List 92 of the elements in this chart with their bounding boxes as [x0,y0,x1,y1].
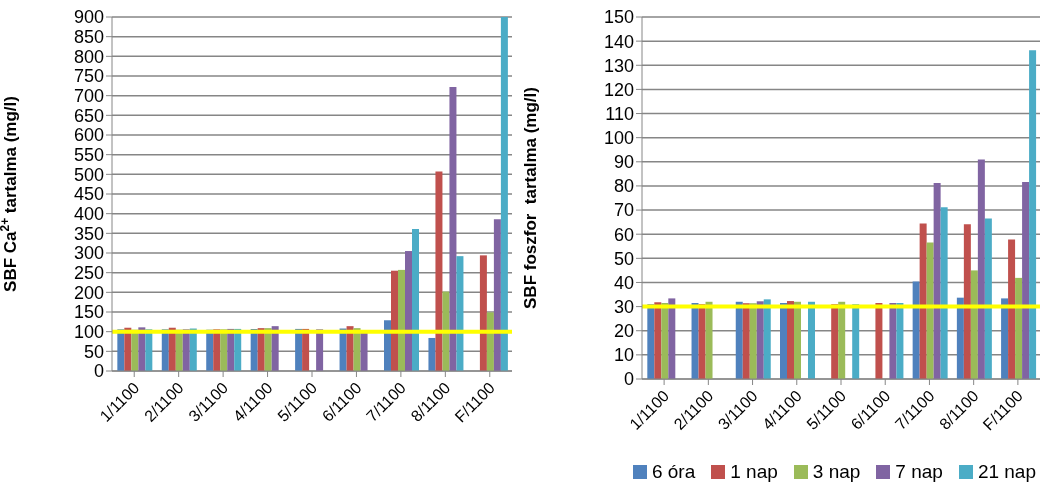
y-tick-label: 150 [73,302,104,323]
legend-label: 3 nap [812,461,861,483]
y-tick-label: 90 [613,152,634,173]
bar [435,171,443,371]
bar [838,301,846,379]
bar [963,224,971,379]
y-tick-label: 50 [83,341,104,362]
bar [449,87,457,371]
y-tick-label: 750 [73,66,104,87]
bar [875,302,883,379]
bar [384,320,391,371]
bar [1022,182,1030,379]
bar [668,298,676,379]
bar [735,301,743,379]
bar [661,302,669,379]
bar [940,207,948,379]
bar [1015,277,1023,379]
y-tick-label: 30 [613,296,634,317]
bar [970,270,978,379]
y-tick-label: 100 [73,322,104,343]
y-tick-label: 70 [613,200,634,221]
bar [852,304,860,379]
y-axis-title: SBF foszfor tartalma (mg/l) [521,87,540,309]
bar [698,304,706,379]
y-tick-label: 0 [93,361,104,382]
bar [889,302,897,379]
bar [428,337,436,371]
bar [1001,298,1009,379]
bar [926,242,934,379]
y-tick-label: 100 [603,128,634,149]
bar [691,302,699,379]
bar [705,301,713,379]
bar [977,159,985,379]
legend-label: 7 nap [895,461,943,483]
bar [486,312,494,371]
y-tick-label: 10 [613,345,634,366]
y-tick-label: 700 [73,86,104,107]
y-tick-label: 20 [613,321,634,342]
y-tick-label: 500 [73,164,104,185]
bar [793,301,801,379]
bar [456,256,464,371]
y-tick-label: 110 [605,103,634,124]
y-tick-label: 40 [613,272,634,293]
y-tick-label: 650 [73,105,104,126]
bar [933,183,941,379]
bar [1029,50,1037,379]
y-tick-label: 130 [603,55,634,76]
y-tick-label: 150 [603,7,634,28]
bar [500,17,508,371]
legend-label: 21 nap [977,461,1036,483]
y-tick-label: 60 [613,224,634,245]
y-tick-label: 250 [73,263,104,284]
legend-label: 6 óra [651,461,696,483]
bar [647,304,655,379]
y-tick-label: 400 [73,204,104,225]
bar [442,291,450,371]
bar [391,270,398,371]
y-tick-label: 0 [623,369,634,390]
bar [479,255,487,371]
bar [912,281,920,379]
bar [654,302,662,379]
bar [779,302,787,379]
y-tick-label: 50 [613,248,634,269]
y-tick-label: 450 [73,184,104,205]
bar [807,301,815,379]
y-tick-label: 300 [73,243,104,264]
y-tick-label: 800 [73,46,104,67]
bar [786,301,794,379]
bar [756,301,764,379]
bar [896,302,904,379]
bar [1008,239,1016,379]
y-tick-label: 850 [73,27,104,48]
bar [831,304,839,379]
bar [412,229,419,371]
bar [763,299,771,379]
bar [919,223,927,379]
y-tick-label: 600 [73,125,104,146]
bar [749,303,757,379]
bar [984,218,992,379]
bar [493,219,501,371]
y-tick-label: 140 [603,31,634,52]
bar [956,297,964,379]
bar [742,303,750,379]
y-tick-label: 120 [603,79,634,100]
bar [405,251,412,371]
y-tick-label: 550 [73,145,104,166]
y-tick-label: 80 [613,176,634,197]
y-tick-label: 900 [73,7,104,28]
y-tick-label: 200 [73,282,104,303]
y-tick-label: 350 [73,223,104,244]
legend-label: 1 nap [730,461,778,483]
bar [398,269,405,371]
